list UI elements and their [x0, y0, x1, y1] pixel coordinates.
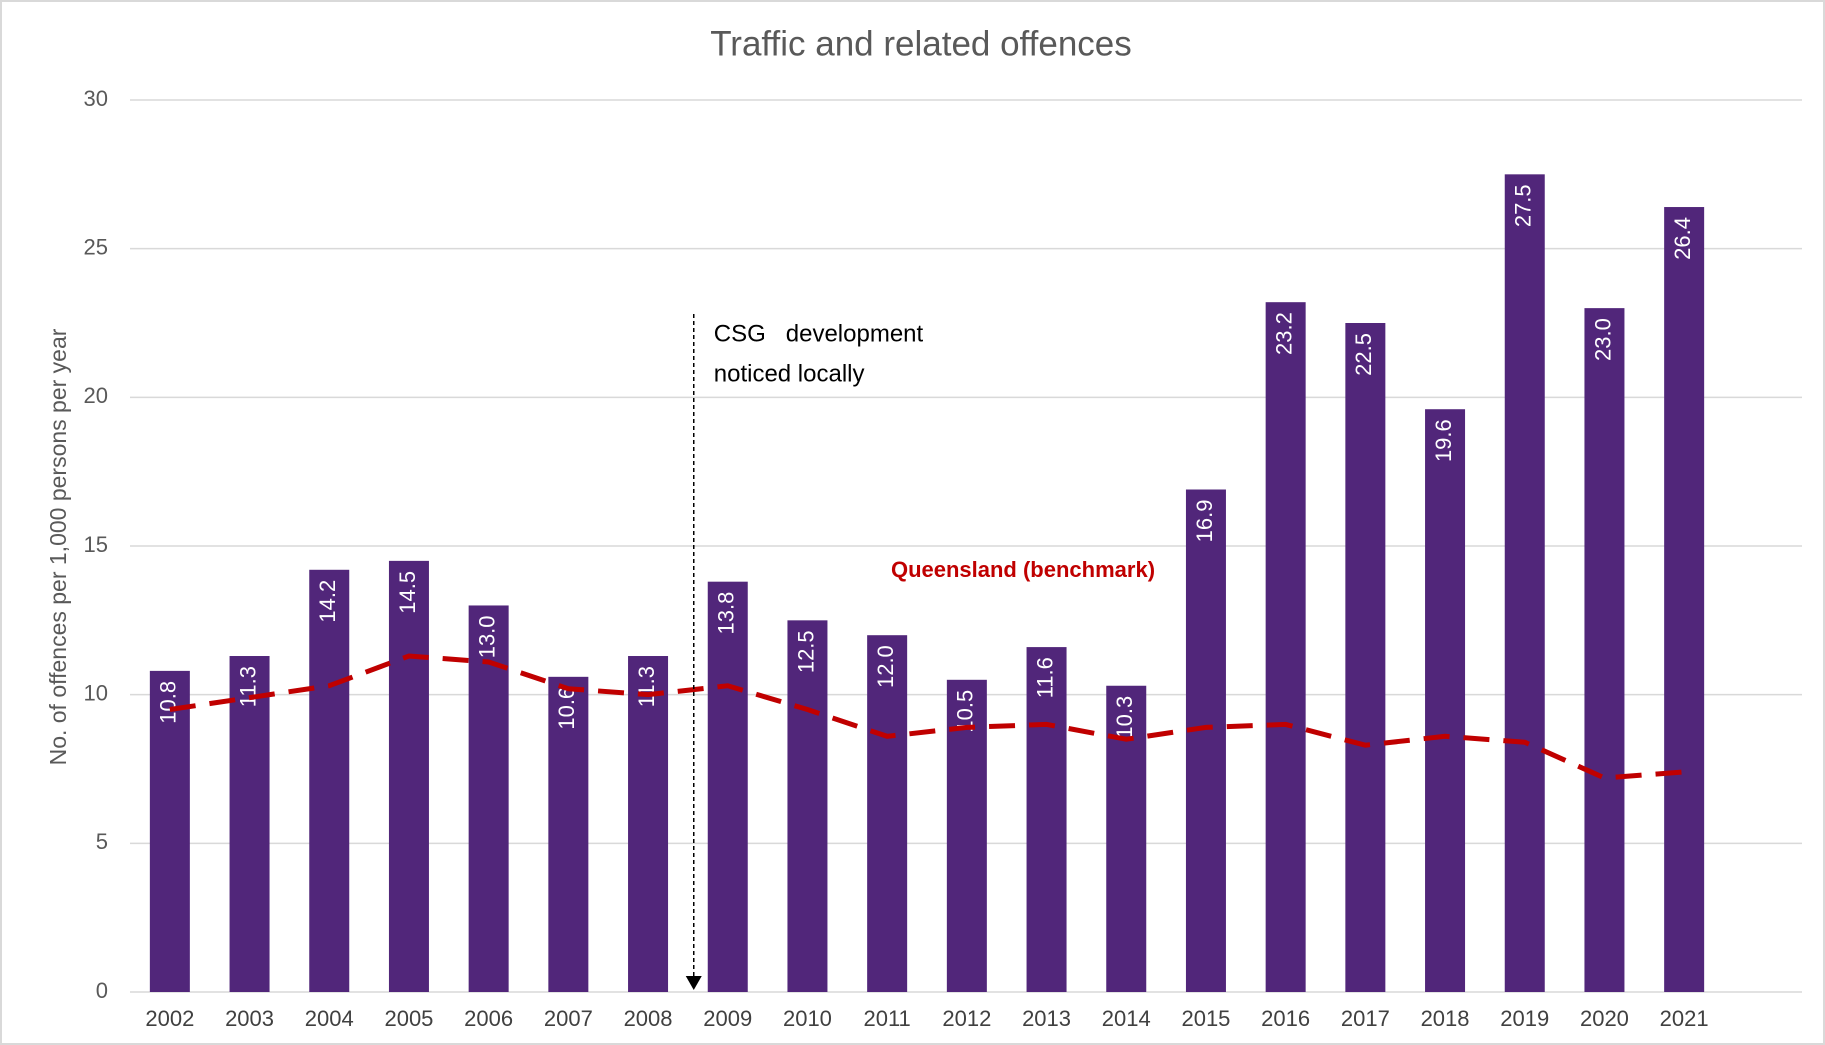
x-tick-label: 2006: [464, 1006, 513, 1031]
bar: [548, 676, 589, 992]
bar-value-label: 11.3: [235, 666, 260, 707]
x-tick-label: 2004: [305, 1006, 354, 1031]
bar-value-label: 22.5: [1351, 333, 1376, 376]
bar-value-label: 12.0: [873, 645, 898, 688]
x-tick-label: 2003: [225, 1006, 274, 1031]
bar-value-label: 14.5: [395, 571, 420, 614]
bar: [867, 635, 908, 992]
bar-value-label: 19.6: [1431, 419, 1456, 462]
bar-value-label: 23.0: [1590, 318, 1615, 361]
bar-value-label: 11.6: [1032, 657, 1057, 698]
bar: [468, 605, 509, 992]
bar-value-label: 12.5: [793, 630, 818, 673]
y-tick-label: 20: [84, 383, 108, 408]
x-tick-label: 2002: [145, 1006, 194, 1031]
legend-label: Queensland (benchmark): [891, 557, 1155, 582]
bar: [1185, 489, 1226, 992]
y-tick-label: 5: [96, 829, 108, 854]
bar: [707, 581, 748, 992]
chart-title: Traffic and related offences: [710, 24, 1132, 63]
bar: [1425, 409, 1466, 992]
x-tick-label: 2020: [1580, 1006, 1629, 1031]
annotation-text: CSG development: [714, 320, 924, 347]
y-tick-label: 30: [84, 86, 108, 111]
x-tick-label: 2010: [783, 1006, 832, 1031]
bar-value-label: 14.2: [315, 580, 340, 623]
y-tick-label: 25: [84, 234, 108, 259]
bar-value-label: 10.6: [554, 687, 579, 730]
x-tick-label: 2005: [384, 1006, 433, 1031]
bar: [1584, 308, 1625, 993]
bar: [1504, 174, 1545, 993]
bar-value-label: 13.8: [714, 592, 739, 635]
bar-value-label: 11.3: [634, 666, 659, 707]
bar-value-label: 13.0: [474, 615, 499, 658]
bar: [946, 679, 987, 992]
annotation-text: noticed locally: [714, 360, 865, 387]
x-tick-label: 2009: [703, 1006, 752, 1031]
bar-value-label: 16.9: [1192, 500, 1217, 543]
bar: [1026, 647, 1067, 992]
x-tick-label: 2017: [1341, 1006, 1390, 1031]
x-tick-label: 2007: [544, 1006, 593, 1031]
bar-value-label: 10.3: [1112, 696, 1137, 739]
bar: [149, 670, 190, 992]
x-tick-label: 2013: [1022, 1006, 1071, 1031]
bar: [229, 656, 270, 992]
bar-value-label: 26.4: [1670, 217, 1695, 260]
annotation-arrow: [685, 976, 702, 990]
x-tick-label: 2011: [863, 1006, 910, 1031]
x-tick-label: 2015: [1181, 1006, 1230, 1031]
x-tick-label: 2016: [1261, 1006, 1310, 1031]
y-tick-label: 15: [84, 532, 108, 557]
bar: [309, 569, 350, 992]
bar-value-label: 10.8: [156, 681, 181, 724]
bar: [787, 620, 828, 992]
bar: [628, 656, 669, 992]
bar-value-label: 27.5: [1511, 184, 1536, 227]
x-tick-label: 2021: [1660, 1006, 1709, 1031]
benchmark-line: [169, 653, 1685, 781]
bar: [1265, 302, 1306, 993]
y-tick-label: 0: [96, 978, 108, 1003]
y-axis-label: No. of offences per 1,000 persons per ye…: [45, 328, 71, 765]
bar: [388, 560, 429, 992]
x-tick-label: 2014: [1102, 1006, 1151, 1031]
x-tick-label: 2008: [624, 1006, 673, 1031]
bar: [1345, 323, 1386, 992]
bar-value-label: 23.2: [1271, 312, 1296, 355]
x-tick-label: 2018: [1421, 1006, 1470, 1031]
bar: [1664, 207, 1705, 993]
y-tick-label: 10: [84, 680, 108, 705]
x-tick-label: 2012: [942, 1006, 991, 1031]
x-tick-label: 2019: [1500, 1006, 1549, 1031]
